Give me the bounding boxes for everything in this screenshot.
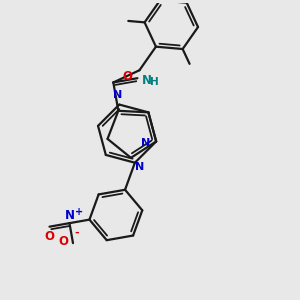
Text: H: H [150,77,159,88]
Text: +: + [75,207,83,217]
Text: N: N [142,74,152,86]
Text: -: - [74,227,79,237]
Text: O: O [58,235,68,248]
Text: N: N [135,162,144,172]
Text: N: N [113,90,122,100]
Text: O: O [123,70,133,83]
Text: O: O [44,230,55,243]
Text: N: N [141,138,150,148]
Text: N: N [64,209,74,222]
